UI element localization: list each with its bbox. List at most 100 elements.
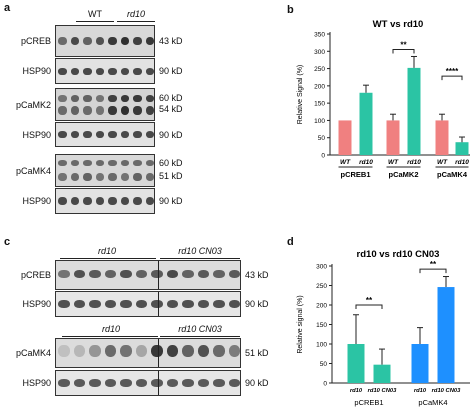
blot-image bbox=[55, 260, 241, 290]
blot-band bbox=[120, 379, 132, 387]
blot-band bbox=[104, 270, 116, 278]
y-tick-label: 0 bbox=[321, 153, 325, 160]
blot-band bbox=[228, 300, 240, 308]
blot-band bbox=[95, 160, 104, 166]
significance-bracket bbox=[419, 268, 447, 274]
bar bbox=[435, 120, 449, 155]
x-category-label: rd10 CN03 bbox=[368, 388, 397, 394]
blot-band bbox=[120, 131, 129, 138]
blot-image bbox=[55, 25, 155, 57]
blot-band bbox=[166, 300, 178, 308]
blot-band bbox=[58, 197, 67, 205]
x-group-label: pCREB1 bbox=[340, 170, 370, 179]
blot-band bbox=[182, 379, 194, 387]
blot-band bbox=[133, 106, 142, 115]
blot-image bbox=[55, 370, 241, 396]
blot-image bbox=[55, 188, 155, 214]
blot-band bbox=[95, 131, 104, 138]
blot-band bbox=[145, 95, 154, 102]
blot-band bbox=[151, 379, 163, 387]
blot-band bbox=[135, 270, 147, 278]
blot-band bbox=[70, 106, 79, 115]
blot-band bbox=[228, 379, 240, 387]
blot-band bbox=[70, 37, 79, 45]
blot-band bbox=[58, 160, 67, 166]
blot-band bbox=[120, 68, 129, 75]
blot-band bbox=[133, 37, 142, 45]
blot-band bbox=[70, 173, 79, 181]
group-label-c-top-cn03: rd10 CN03 bbox=[178, 246, 222, 256]
chart-title: rd10 vs rd10 CN03 bbox=[357, 249, 440, 260]
blot-band bbox=[182, 270, 194, 278]
blot-row-label: pCREB bbox=[20, 270, 51, 280]
blot-band bbox=[83, 106, 92, 115]
blot-row-label: HSP90 bbox=[22, 129, 51, 140]
blot-band bbox=[120, 300, 132, 308]
blot-band bbox=[58, 68, 67, 75]
blot-band bbox=[145, 173, 154, 181]
blot-band bbox=[58, 173, 67, 181]
blot-band bbox=[58, 131, 67, 138]
blot-band bbox=[120, 106, 129, 115]
blot-band bbox=[133, 173, 142, 181]
x-group-label: pCaMK2 bbox=[388, 170, 418, 179]
x-category-label: rd10 bbox=[407, 159, 421, 166]
blot-band bbox=[197, 345, 209, 357]
x-category-label: rd10 bbox=[350, 388, 363, 394]
blot-band bbox=[108, 106, 117, 115]
blot-image bbox=[55, 58, 155, 84]
blot-band bbox=[95, 106, 104, 115]
bar bbox=[373, 364, 391, 383]
blot-band bbox=[70, 68, 79, 75]
blot-image bbox=[55, 88, 155, 121]
bar-chart-d: rd10 vs rd10 CN03 0 50 100 150 200 250 300 Relat… bbox=[297, 249, 470, 407]
y-tick-label: 100 bbox=[316, 342, 327, 349]
x-category-label: WT bbox=[340, 159, 351, 166]
blot-band bbox=[133, 160, 142, 166]
blot-band bbox=[228, 270, 240, 278]
blot-band bbox=[166, 270, 178, 278]
blot-band bbox=[108, 37, 117, 45]
blot-band bbox=[145, 131, 154, 138]
bar bbox=[347, 344, 365, 383]
blot-band bbox=[83, 173, 92, 181]
y-tick-label: 150 bbox=[314, 101, 325, 108]
y-tick-label: 100 bbox=[314, 118, 325, 125]
blot-band bbox=[95, 197, 104, 205]
blot-divider bbox=[158, 339, 159, 367]
y-tick-label: 300 bbox=[314, 49, 325, 56]
blot-band bbox=[120, 37, 129, 45]
blot-band bbox=[166, 345, 178, 357]
x-category-label: WT bbox=[437, 159, 448, 166]
blot-band bbox=[108, 160, 117, 166]
blot-band bbox=[104, 300, 116, 308]
blot-band bbox=[108, 131, 117, 138]
panel-label-a: a bbox=[4, 2, 11, 14]
blot-band bbox=[95, 68, 104, 75]
blot-band bbox=[135, 379, 147, 387]
blot-band bbox=[197, 300, 209, 308]
x-category-label: rd10 bbox=[359, 159, 373, 166]
blot-band bbox=[151, 270, 163, 278]
blot-band bbox=[58, 300, 70, 308]
bar-chart-b: WT vs rd10 0 50 100 150 200 250 300 350 Relative … bbox=[297, 19, 470, 179]
y-axis-label: Relative signal (%) bbox=[297, 295, 304, 353]
kd-marker-label: 54 kD bbox=[159, 104, 183, 114]
blot-band bbox=[213, 300, 225, 308]
y-tick-label: 150 bbox=[316, 322, 327, 329]
blot-band bbox=[58, 37, 67, 45]
blot-band bbox=[58, 345, 70, 357]
blot-band bbox=[145, 197, 154, 205]
significance-bracket bbox=[392, 49, 415, 54]
blot-band bbox=[197, 379, 209, 387]
x-category-label: WT bbox=[388, 159, 399, 166]
panel-label-d: d bbox=[287, 236, 294, 248]
blot-band bbox=[213, 379, 225, 387]
blot-band bbox=[95, 37, 104, 45]
blot-band bbox=[228, 345, 240, 357]
blot-band bbox=[83, 160, 92, 166]
blot-band bbox=[108, 197, 117, 205]
y-tick-label: 200 bbox=[314, 83, 325, 90]
blot-band bbox=[73, 270, 85, 278]
significance-marker: ** bbox=[366, 296, 373, 305]
